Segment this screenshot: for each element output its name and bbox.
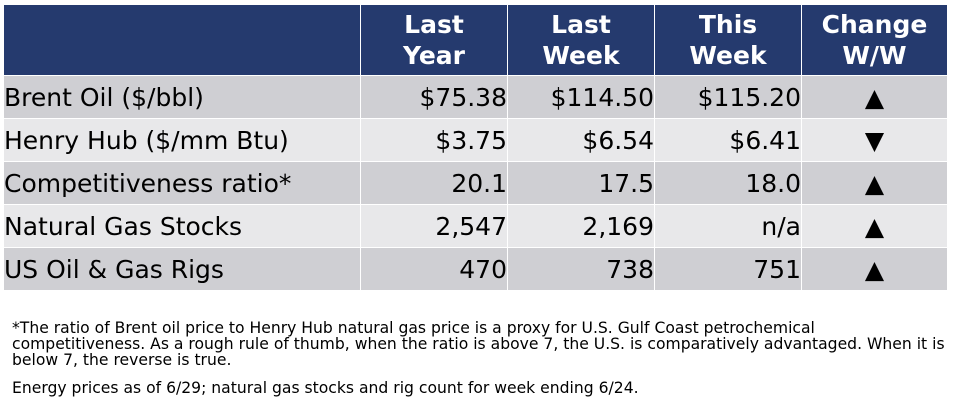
header-this-week-line2: Week	[689, 41, 767, 70]
header-change-line2: W/W	[842, 41, 907, 70]
header-last-year-line1: Last	[404, 10, 464, 39]
this-week-value: 18.0	[654, 161, 802, 205]
this-week-value: n/a	[654, 204, 802, 248]
row-label: US Oil & Gas Rigs	[3, 247, 361, 291]
energy-prices-table: Last Year Last Week This Week Change W/W Bre…	[3, 4, 948, 291]
table-row: Henry Hub ($/mm Btu) $3.75 $6.54 $6.41 ▼	[3, 118, 948, 162]
header-last-year: Last Year	[360, 4, 508, 76]
header-this-week: This Week	[654, 4, 802, 76]
table-row: US Oil & Gas Rigs 470 738 751 ▲	[3, 247, 948, 291]
header-change-line1: Change	[821, 10, 928, 39]
last-year-value: 470	[360, 247, 508, 291]
last-week-value: 738	[507, 247, 655, 291]
header-change: Change W/W	[801, 4, 948, 76]
row-label: Henry Hub ($/mm Btu)	[3, 118, 361, 162]
this-week-value: $115.20	[654, 75, 802, 119]
last-year-value: $75.38	[360, 75, 508, 119]
header-last-week: Last Week	[507, 4, 655, 76]
footnote: *The ratio of Brent oil price to Henry H…	[12, 319, 945, 369]
table-row: Competitiveness ratio* 20.1 17.5 18.0 ▲	[3, 161, 948, 205]
up-triangle-icon: ▲	[801, 161, 948, 205]
this-week-value: $6.41	[654, 118, 802, 162]
header-last-week-line1: Last	[551, 10, 611, 39]
row-label: Natural Gas Stocks	[3, 204, 361, 248]
last-week-value: $6.54	[507, 118, 655, 162]
up-triangle-icon: ▲	[801, 204, 948, 248]
last-year-value: $3.75	[360, 118, 508, 162]
header-blank	[3, 4, 361, 76]
row-label: Competitiveness ratio*	[3, 161, 361, 205]
down-triangle-icon: ▼	[801, 118, 948, 162]
last-week-value: $114.50	[507, 75, 655, 119]
row-label: Brent Oil ($/bbl)	[3, 75, 361, 119]
source-note: Energy prices as of 6/29; natural gas st…	[12, 379, 639, 397]
up-triangle-icon: ▲	[801, 75, 948, 119]
last-week-value: 2,169	[507, 204, 655, 248]
header-last-year-line2: Year	[403, 41, 465, 70]
header-this-week-line1: This	[698, 10, 758, 39]
last-year-value: 20.1	[360, 161, 508, 205]
header-row: Last Year Last Week This Week Change W/W	[3, 4, 948, 76]
table-row: Brent Oil ($/bbl) $75.38 $114.50 $115.20…	[3, 75, 948, 119]
up-triangle-icon: ▲	[801, 247, 948, 291]
last-year-value: 2,547	[360, 204, 508, 248]
this-week-value: 751	[654, 247, 802, 291]
header-last-week-line2: Week	[542, 41, 620, 70]
last-week-value: 17.5	[507, 161, 655, 205]
table-row: Natural Gas Stocks 2,547 2,169 n/a ▲	[3, 204, 948, 248]
